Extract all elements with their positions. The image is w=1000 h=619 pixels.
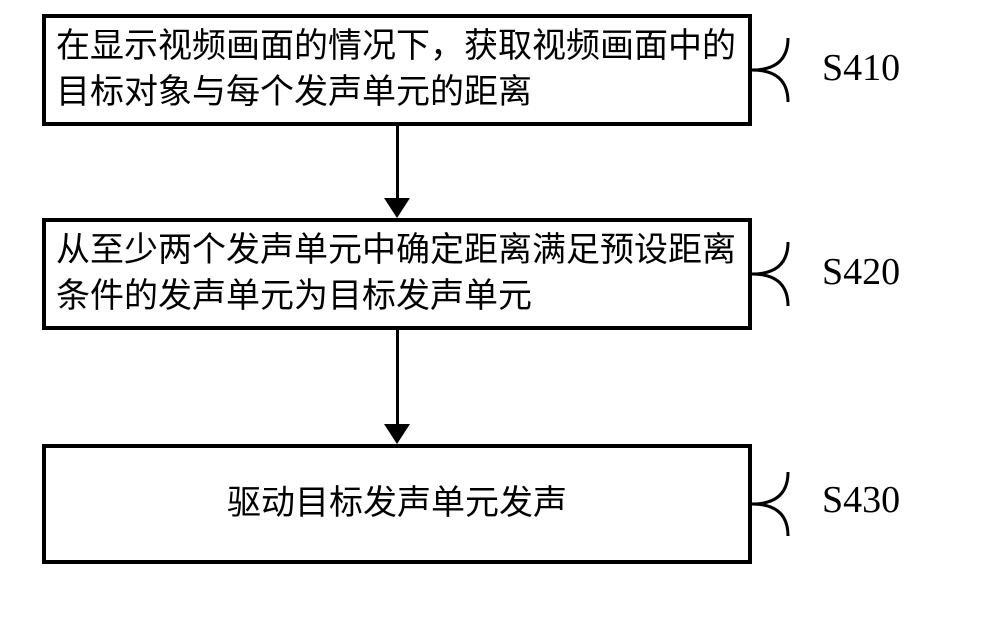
connector-s430 — [752, 470, 822, 540]
step-box-s430: 驱动目标发声单元发声 — [42, 444, 752, 564]
step-label-s430: S430 — [822, 478, 900, 522]
step-text-s420: 从至少两个发声单元中确定距离满足预设距离条件的发声单元为目标发声单元 — [46, 224, 748, 324]
arrow-s410-s420-head — [384, 198, 410, 218]
connector-s410 — [752, 36, 822, 106]
step-box-s410: 在显示视频画面的情况下，获取视频画面中的目标对象与每个发声单元的距离 — [42, 14, 752, 126]
step-text-s430: 驱动目标发声单元发声 — [46, 477, 748, 531]
arrow-s410-s420-line — [396, 126, 399, 198]
connector-s420 — [752, 240, 822, 310]
step-label-s420: S420 — [822, 250, 900, 294]
step-label-s410: S410 — [822, 46, 900, 90]
step-box-s420: 从至少两个发声单元中确定距离满足预设距离条件的发声单元为目标发声单元 — [42, 218, 752, 330]
flowchart-canvas: 在显示视频画面的情况下，获取视频画面中的目标对象与每个发声单元的距离 S410 … — [0, 0, 1000, 619]
arrow-s420-s430-line — [396, 330, 399, 424]
arrow-s420-s430-head — [384, 424, 410, 444]
step-text-s410: 在显示视频画面的情况下，获取视频画面中的目标对象与每个发声单元的距离 — [46, 20, 748, 120]
